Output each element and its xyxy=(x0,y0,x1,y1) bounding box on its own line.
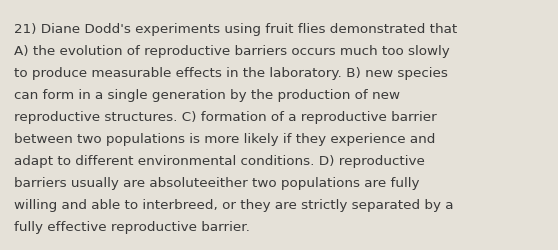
Text: A) the evolution of reproductive barriers occurs much too slowly: A) the evolution of reproductive barrier… xyxy=(14,44,450,58)
Text: willing and able to interbreed, or they are strictly separated by a: willing and able to interbreed, or they … xyxy=(14,198,454,211)
Text: reproductive structures. C) formation of a reproductive barrier: reproductive structures. C) formation of… xyxy=(14,110,437,124)
Text: 21) Diane Dodd's experiments using fruit flies demonstrated that: 21) Diane Dodd's experiments using fruit… xyxy=(14,22,457,36)
Text: between two populations is more likely if they experience and: between two populations is more likely i… xyxy=(14,132,435,145)
Text: adapt to different environmental conditions. D) reproductive: adapt to different environmental conditi… xyxy=(14,154,425,168)
Text: can form in a single generation by the production of new: can form in a single generation by the p… xyxy=(14,88,400,102)
Text: to produce measurable effects in the laboratory. B) new species: to produce measurable effects in the lab… xyxy=(14,66,448,80)
Text: barriers usually are absoluteeither two populations are fully: barriers usually are absoluteeither two … xyxy=(14,176,420,190)
Text: fully effective reproductive barrier.: fully effective reproductive barrier. xyxy=(14,220,250,234)
